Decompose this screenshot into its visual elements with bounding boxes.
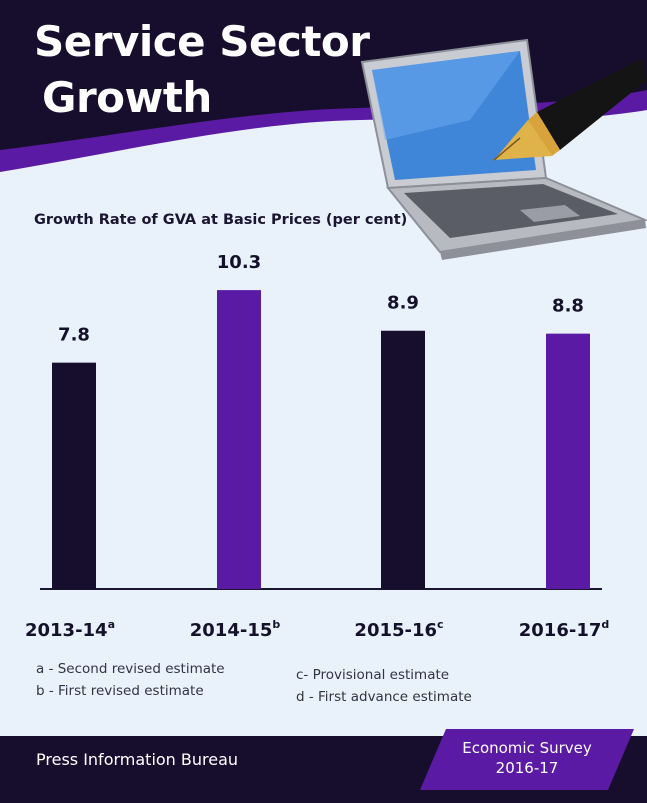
footnotes-left: a - Second revised estimate b - First re… bbox=[36, 658, 225, 702]
publication-year: 2016-17 bbox=[495, 759, 559, 777]
value-label-2015-16: 8.9 bbox=[387, 293, 419, 314]
x-tick-label-2016-17: 2016-17d bbox=[519, 618, 610, 641]
value-label-2014-15: 10.3 bbox=[217, 252, 261, 273]
x-tick-superscript-c: c bbox=[437, 618, 444, 631]
header-band bbox=[0, 0, 647, 150]
bar-2014-15 bbox=[217, 290, 261, 589]
footnote-b: b - First revised estimate bbox=[36, 683, 204, 699]
publication-title: Economic Survey bbox=[462, 739, 592, 757]
x-tick-label-2013-14: 2013-14a bbox=[25, 618, 115, 641]
footer-badge bbox=[420, 729, 634, 790]
value-label-2016-17: 8.8 bbox=[552, 296, 584, 317]
footnote-a: a - Second revised estimate bbox=[36, 661, 225, 677]
footnote-c: c- Provisional estimate bbox=[296, 667, 450, 683]
value-label-2013-14: 7.8 bbox=[58, 325, 90, 346]
page-title-line-1: Service Sector bbox=[34, 17, 370, 66]
bar-2013-14 bbox=[52, 362, 96, 589]
x-tick-superscript-a: a bbox=[108, 618, 115, 631]
page-title: Service Sector Growth bbox=[34, 14, 370, 126]
x-tick-superscript-d: d bbox=[601, 618, 609, 631]
bar-2015-16 bbox=[381, 330, 425, 589]
publication-badge: Economic Survey 2016-17 bbox=[452, 738, 602, 778]
laptop-icon bbox=[360, 38, 647, 260]
bar-2016-17 bbox=[546, 333, 590, 589]
x-tick-label-2015-16: 2015-16c bbox=[354, 618, 443, 641]
x-tick-superscript-b: b bbox=[272, 618, 280, 631]
page-title-line-2: Growth bbox=[42, 73, 212, 122]
source-label: Press Information Bureau bbox=[36, 750, 239, 769]
fountain-pen-icon bbox=[493, 58, 647, 161]
x-tick-label-2014-15: 2014-15b bbox=[190, 618, 281, 641]
footnotes-right: c- Provisional estimate d - First advanc… bbox=[296, 664, 472, 708]
chart-title: Growth Rate of GVA at Basic Prices (per … bbox=[34, 212, 408, 228]
footnote-d: d - First advance estimate bbox=[296, 689, 472, 705]
